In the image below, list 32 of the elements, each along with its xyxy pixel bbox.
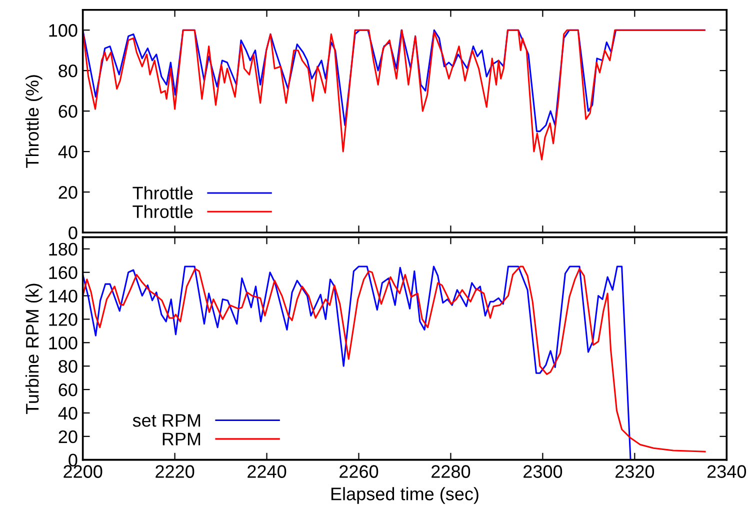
line-series: [82, 29, 706, 160]
y-tick-label: 180: [49, 242, 78, 256]
y-tick-label: 20: [58, 430, 78, 444]
y-tick-label: 100: [49, 336, 78, 350]
y-axis-title: Turbine RPM (k): [25, 284, 42, 414]
x-tick-label: 2220: [156, 465, 194, 478]
y-tick-label: 0: [68, 454, 78, 467]
x-tick-label: 2280: [432, 465, 470, 478]
y-tick-label: 120: [49, 313, 78, 326]
x-tick-label: 2300: [524, 465, 562, 478]
y-tick-label: 0: [68, 226, 78, 240]
x-tick-label: 2260: [340, 465, 378, 478]
y-tick-label: 140: [49, 290, 78, 302]
y-tick-label: 40: [58, 406, 78, 420]
legend-label: Throttle: [132, 186, 193, 200]
y-tick-label: 60: [58, 383, 78, 396]
y-tick-label: 100: [49, 24, 78, 37]
y-tick-label: 60: [58, 105, 78, 118]
y-tick-label: 160: [49, 266, 78, 280]
y-tick-label: 80: [58, 64, 78, 78]
x-axis-title: Elapsed time (sec): [331, 487, 478, 504]
y-tick-label: 20: [58, 186, 78, 199]
x-tick-label: 2240: [248, 465, 286, 478]
y-axis-title: Throttle (%): [25, 75, 42, 168]
x-tick-label: 2320: [616, 465, 654, 478]
y-tick-label: 40: [58, 145, 78, 158]
x-tick-label: 2200: [64, 465, 102, 478]
x-tick-label: 2340: [707, 465, 746, 478]
legend-label: set RPM: [132, 414, 200, 427]
legend-label: Throttle: [132, 204, 193, 218]
legend-label: RPM: [162, 432, 200, 446]
y-tick-label: 80: [58, 360, 78, 373]
